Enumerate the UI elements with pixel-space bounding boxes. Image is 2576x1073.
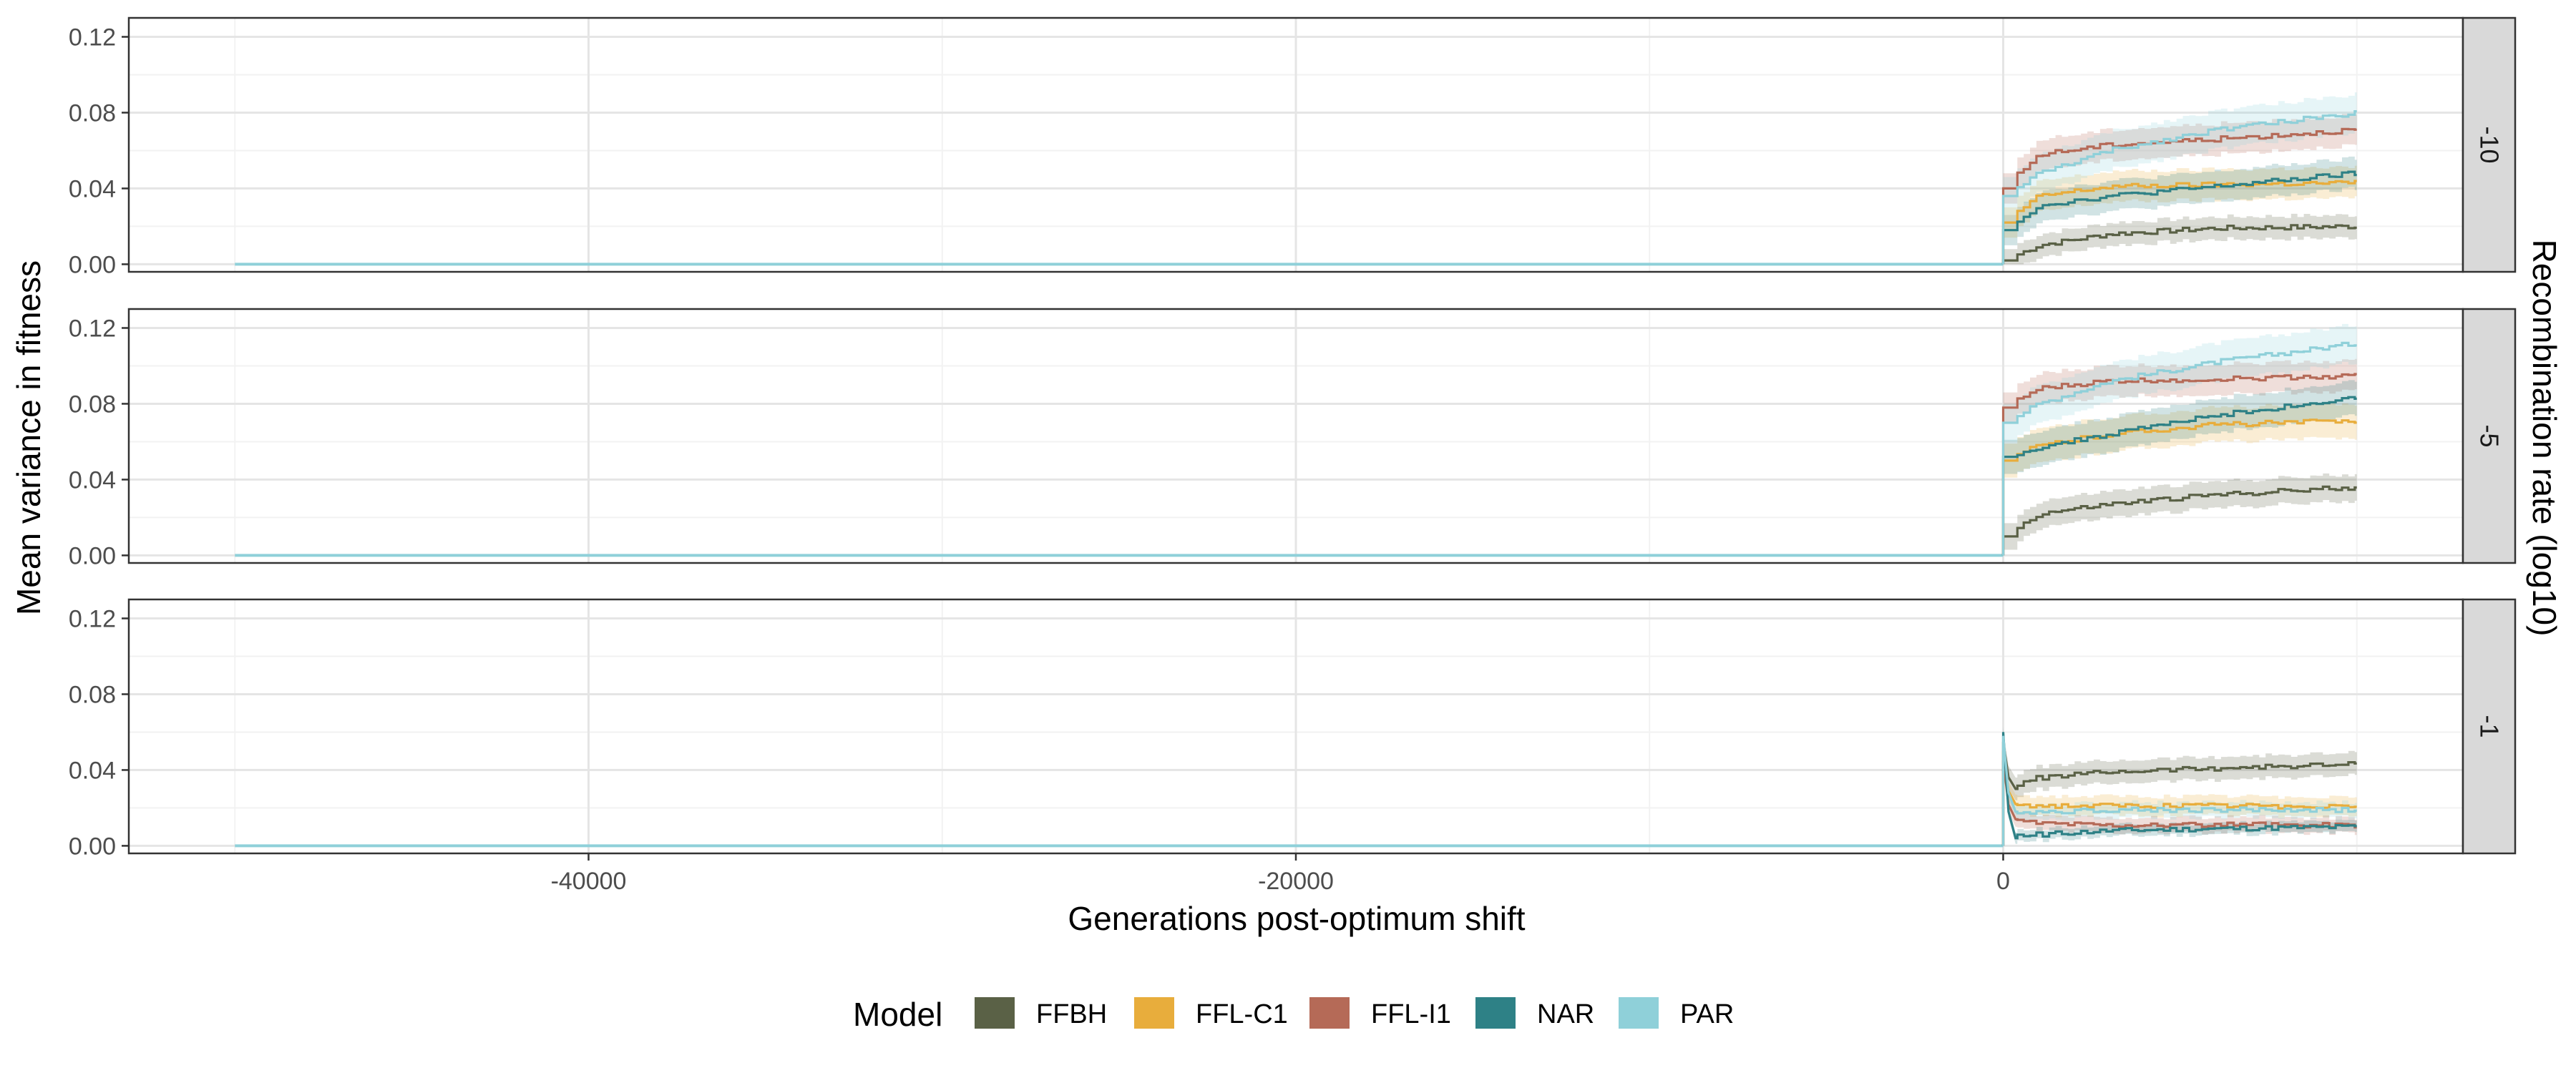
y-tick-label: 0.04	[69, 466, 116, 494]
facet-strip-label: -5	[2475, 424, 2504, 447]
legend-key-ffl-i1	[1309, 997, 1350, 1029]
panels-layer: -100.000.040.080.12-50.000.040.080.12-10…	[69, 16, 2517, 895]
facet-axis-title: Recombination rate (log10)	[2526, 240, 2563, 637]
y-tick-label: 0.04	[69, 757, 116, 784]
ribbon-ffl-i1	[2003, 114, 2357, 204]
legend: FFBH FFL-C1 FFL-I1 NAR PAR	[975, 997, 1734, 1029]
y-tick-label: 0.12	[69, 315, 116, 342]
y-axis-title: Mean variance in fitness	[10, 260, 47, 615]
series-line-ffl-i1	[2001, 760, 2357, 846]
facet-strip	[2462, 308, 2517, 564]
x-tick-label: -20000	[1258, 868, 1334, 895]
y-tick-label: 0.00	[69, 833, 116, 860]
x-tick-label: -40000	[551, 868, 627, 895]
facet-strip-label: -1	[2475, 715, 2504, 738]
ribbon-ffl-c1	[2003, 741, 2357, 818]
panel--10: -10 0.00 0.04 0.08 0.12	[69, 16, 2517, 278]
y-tick-label: 0.12	[69, 605, 116, 632]
series-line-ffl-c1	[2001, 750, 2357, 846]
facet-strip-label: -10	[2475, 126, 2504, 163]
legend-label: NAR	[1537, 999, 1594, 1029]
series-line-ffl-c1	[2001, 180, 2357, 265]
legend-title: Model	[853, 996, 942, 1033]
legend-key-nar	[1475, 997, 1516, 1029]
y-tick-label: 0.08	[69, 681, 116, 708]
ribbon-nar	[2003, 156, 2357, 245]
series-line-ffl-i1	[2001, 373, 2357, 556]
legend-label: FFL-I1	[1371, 999, 1451, 1029]
legend-label: PAR	[1680, 999, 1734, 1029]
panel--5: -5 0.00 0.04 0.08 0.12	[69, 308, 2517, 569]
series-line-par	[2001, 110, 2357, 265]
facet-strip	[2462, 16, 2517, 273]
ribbon-ffbh	[2003, 730, 2357, 800]
series-line-ffbh	[2001, 224, 2357, 265]
series-line-ffl-i1	[2001, 127, 2357, 265]
x-tick-label: 0	[1996, 868, 2010, 895]
series-line-nar	[2001, 732, 2357, 846]
y-tick-label: 0.00	[69, 542, 116, 569]
series-line-par	[2001, 735, 2357, 846]
legend-key-ffl-c1	[1134, 997, 1174, 1029]
panel--1: -1 0.00 0.04 0.08 0.12 -40000 -20000 0	[69, 598, 2517, 895]
legend-key-ffbh	[975, 997, 1015, 1029]
series-line-nar	[2001, 396, 2357, 556]
legend-label: FFBH	[1036, 999, 1107, 1029]
ribbon-ffl-i1	[2003, 358, 2357, 423]
series-line-par	[2001, 341, 2357, 556]
legend-label: FFL-C1	[1196, 999, 1288, 1029]
x-axis-title: Generations post-optimum shift	[1068, 900, 1525, 937]
legend-key-par	[1619, 997, 1659, 1029]
y-tick-label: 0.08	[69, 391, 116, 418]
y-tick-label: 0.04	[69, 175, 116, 202]
series-line-nar	[2001, 170, 2357, 265]
facet-strip	[2462, 598, 2517, 855]
series-line-ffbh	[2001, 485, 2357, 556]
y-tick-label: 0.08	[69, 99, 116, 127]
y-tick-label: 0.12	[69, 24, 116, 51]
y-tick-label: 0.00	[69, 251, 116, 278]
series-line-ffbh	[2001, 741, 2357, 846]
